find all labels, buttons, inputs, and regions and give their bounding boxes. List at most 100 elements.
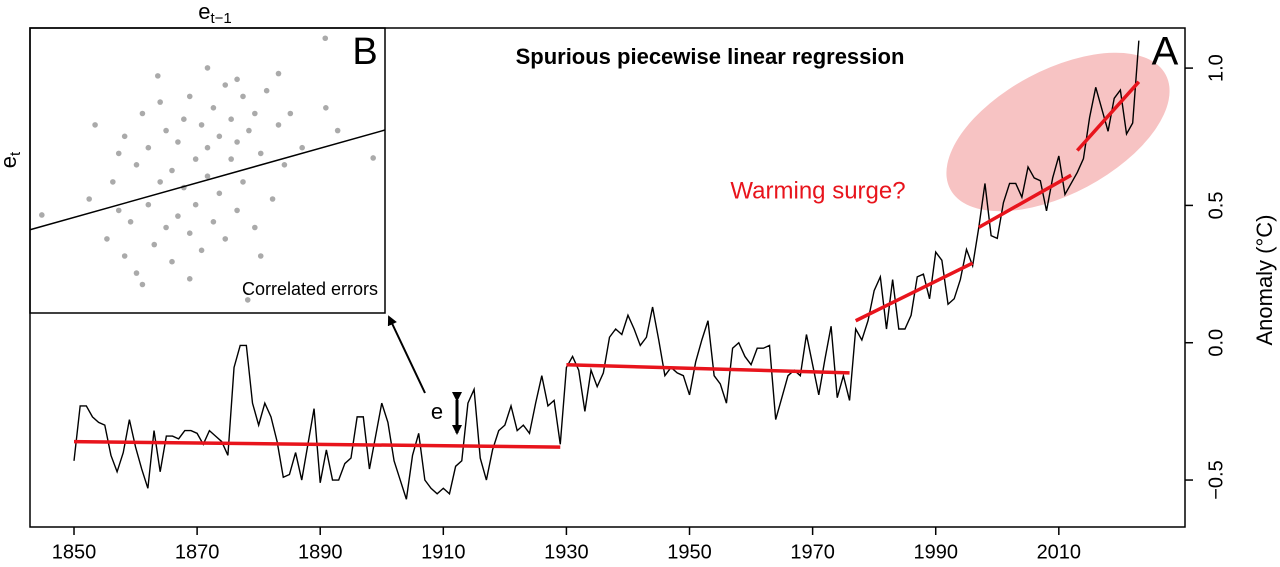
scatter-point [115, 207, 122, 214]
scatter-point [244, 297, 251, 303]
scatter-point [115, 150, 122, 157]
data-line [73, 40, 1140, 500]
x-tick-label: 1950 [667, 541, 712, 563]
inset-pointer-arrow [387, 315, 426, 394]
scatter-point [228, 156, 234, 162]
highlight-ellipse [946, 52, 1170, 212]
label-base: e [0, 156, 21, 168]
y-tick-label: 0.0 [1205, 329, 1227, 357]
label-base: e [198, 0, 210, 24]
scatter-point [287, 110, 294, 117]
label-subscript: t [7, 151, 24, 156]
scatter-point [334, 127, 341, 134]
scatter-point [139, 281, 146, 288]
scatter-point [198, 122, 205, 128]
scatter-point [240, 93, 246, 100]
panel-label: A [1152, 30, 1179, 74]
inset-frame [29, 27, 386, 314]
inset-x-label: et−1 [198, 0, 232, 27]
scatter-point [121, 133, 128, 140]
scatter-point [92, 122, 98, 128]
x-tick-label: 2010 [1037, 541, 1082, 563]
scatter-point [121, 253, 128, 259]
scatter-point [192, 201, 199, 208]
scatter-point [210, 105, 217, 111]
x-tick-label: 1850 [52, 541, 97, 563]
scatter-point [157, 99, 163, 105]
scatter-point [157, 179, 163, 185]
scatter-point [204, 65, 211, 71]
scatter-point [222, 236, 229, 242]
scatter-point [145, 144, 152, 151]
scatter-point [169, 167, 175, 174]
scatter-point [299, 144, 305, 151]
annotation: Warming surge? [730, 177, 905, 204]
scatter-point [186, 93, 193, 100]
scatter-point [169, 258, 175, 265]
inset-y-label: et [0, 151, 24, 168]
x-tick-label: 1890 [298, 541, 343, 563]
scatter-point [281, 162, 288, 168]
regression-segment [854, 261, 974, 323]
panel-label: B [352, 31, 377, 73]
scatter-point [216, 190, 223, 197]
regression-segment [73, 439, 561, 449]
scatter-point [104, 236, 110, 242]
scatter-point [228, 116, 234, 122]
label-subscript: t−1 [210, 10, 231, 27]
y-tick-label: 1.0 [1205, 54, 1227, 82]
scatter-point [234, 76, 240, 83]
regression-segment [1075, 80, 1141, 152]
x-tick-label: 1930 [544, 541, 589, 563]
scatter-point [257, 150, 264, 157]
scatter-point [192, 156, 199, 162]
scatter-point [252, 224, 258, 231]
scatter-point [186, 276, 193, 282]
error-label: e [431, 399, 443, 424]
scatter-point [163, 224, 169, 231]
scatter-point [86, 196, 92, 202]
scatter-point [163, 127, 169, 134]
scatter-point [145, 201, 152, 208]
scatter-point [133, 162, 140, 168]
scatter-point [151, 241, 158, 248]
scatter-point [275, 122, 282, 128]
scatter-point [275, 70, 282, 77]
scatter-point [110, 179, 116, 185]
scatter-point [186, 230, 193, 236]
y-axis-label: Anomaly (°C) [1252, 214, 1277, 345]
scatter-point [240, 179, 246, 185]
scatter-point [269, 196, 276, 202]
x-tick-label: 1870 [175, 541, 220, 563]
chart-title: Spurious piecewise linear regression [516, 44, 905, 69]
scatter-point [139, 110, 146, 117]
scatter-point [216, 133, 223, 140]
x-tick-label: 1990 [913, 541, 958, 563]
y-tick-label: 0.5 [1205, 192, 1227, 220]
scatter-point [175, 213, 181, 219]
scatter-point [323, 105, 329, 111]
scatter-point [181, 116, 187, 122]
scatter-point [204, 173, 211, 179]
scatter-point [198, 247, 205, 254]
scatter-point [155, 73, 161, 79]
scatter-point [204, 144, 211, 151]
scatter-point [246, 127, 252, 134]
scatter-point [370, 155, 376, 161]
x-tick-label: 1910 [421, 541, 466, 563]
scatter-point [252, 110, 258, 117]
scatter-point [322, 35, 329, 42]
regression-segment [566, 362, 850, 375]
x-tick-label: 1970 [790, 541, 835, 563]
scatter-point [222, 82, 229, 88]
scatter-point [257, 253, 264, 259]
scatter-point [133, 270, 140, 276]
scatter-point [127, 219, 134, 225]
scatter-point [175, 139, 181, 145]
regression-segment [977, 173, 1072, 229]
scatter-point [210, 219, 217, 225]
scatter-point [263, 87, 270, 94]
fit-line [29, 129, 386, 231]
scatter-point [234, 207, 240, 214]
